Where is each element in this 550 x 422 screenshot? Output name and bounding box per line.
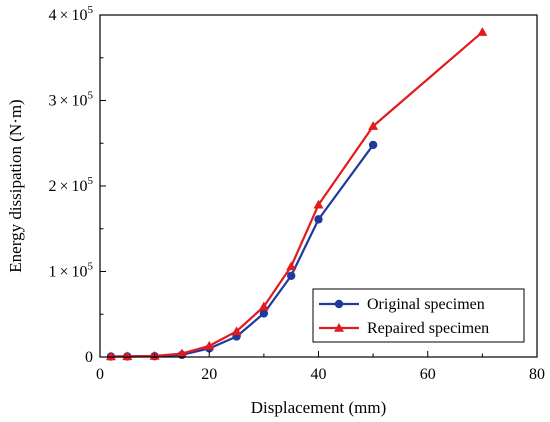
x-axis-label: Displacement (mm): [251, 398, 387, 417]
data-point: [368, 121, 379, 130]
y-tick-exponent: 5: [88, 175, 94, 187]
x-tick-label: 0: [96, 366, 104, 383]
data-point: [204, 340, 215, 350]
data-point: [368, 140, 378, 150]
y-tick-label: 4 × 105: [48, 4, 93, 24]
data-point: [314, 215, 323, 224]
legend-label: Original specimen: [367, 296, 485, 313]
data-point: [122, 351, 133, 361]
plot-area: [105, 27, 488, 361]
data-point: [258, 301, 269, 311]
y-tick-exponent: 5: [88, 90, 94, 102]
y-tick-label: 1 × 105: [48, 261, 93, 281]
x-tick-label: 20: [201, 366, 217, 383]
y-tick-base: 10: [72, 93, 88, 110]
data-point: [286, 271, 296, 280]
triangle-marker-icon: [334, 323, 344, 332]
x-tick-label: 80: [529, 366, 545, 383]
data-point: [176, 348, 187, 358]
y-tick-label: 2 × 105: [48, 175, 93, 195]
y-tick-mantissa: 2: [48, 178, 56, 195]
y-tick-label: 3 × 105: [48, 90, 93, 110]
legend-item: Repaired specimen: [319, 320, 489, 337]
legend-box: [312, 288, 525, 343]
y-tick-mantissa: 4: [48, 7, 56, 24]
data-point: [477, 27, 488, 36]
circle-marker-icon: [334, 299, 344, 309]
x-tick-label: 40: [311, 366, 327, 383]
data-point: [313, 199, 324, 209]
legend: Original specimen Repaired specimen: [312, 288, 525, 343]
y-tick-mantissa: 0: [85, 349, 93, 366]
y-tick-mantissa: 3: [48, 93, 56, 110]
data-point: [231, 326, 242, 336]
y-tick-times: ×: [59, 93, 68, 110]
y-tick-exponent: 5: [88, 261, 94, 273]
y-tick-times: ×: [59, 264, 68, 281]
y-axis-label: Energy dissipation (N·m): [6, 99, 25, 272]
data-point: [286, 261, 297, 271]
data-point: [105, 351, 116, 361]
legend-item: Original specimen: [319, 296, 485, 313]
data-point: [259, 309, 269, 318]
y-tick-base: 10: [72, 264, 88, 281]
legend-label: Repaired specimen: [367, 320, 489, 337]
y-tick-times: ×: [59, 7, 68, 24]
series-repaired: [105, 27, 488, 361]
y-tick-exponent: 5: [88, 4, 94, 16]
x-tick-label: 60: [420, 366, 436, 383]
y-tick-label: 0: [85, 349, 93, 366]
y-tick-base: 10: [72, 178, 88, 195]
y-tick-mantissa: 1: [48, 264, 56, 281]
y-tick-times: ×: [59, 178, 68, 195]
y-tick-base: 10: [72, 7, 88, 24]
